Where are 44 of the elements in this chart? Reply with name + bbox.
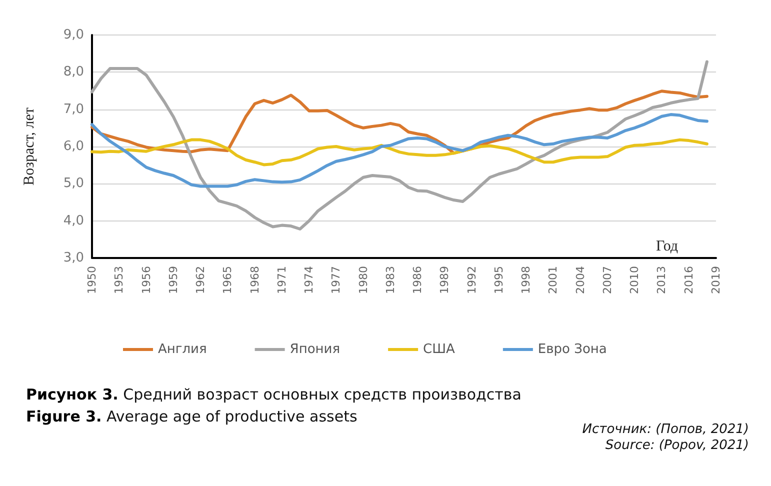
y-tick-label: 9,0 xyxy=(63,28,84,42)
caption: Figure 3. Average age of productive assets xyxy=(26,408,358,426)
text: Рисунок 3. Средний возраст основных средств производства xyxy=(26,386,522,404)
x-tick-label: 2016 xyxy=(682,266,696,294)
y-tick-label: 7,0 xyxy=(63,102,84,117)
x-tick-label: 2010 xyxy=(628,266,642,294)
x-tick-label: 1965 xyxy=(221,266,234,294)
x-tick-label: 1977 xyxy=(330,266,343,294)
y-tick-label: 3,0 xyxy=(63,250,84,266)
x-tick-label: 1983 xyxy=(384,266,397,294)
legend-label: Англия xyxy=(158,342,207,357)
source-note: Source: (Popov, 2021) xyxy=(605,438,750,453)
x-tick-label: 1998 xyxy=(520,266,533,294)
x-tick-label: 1953 xyxy=(112,266,126,294)
x-tick-label: 1989 xyxy=(438,266,452,294)
line-series xyxy=(90,138,708,166)
x-tick-label: 1962 xyxy=(194,266,208,294)
x-tick-label: 1959 xyxy=(166,266,180,294)
y-tick-label: 6,0 xyxy=(63,139,84,154)
x-tick-label: 1986 xyxy=(411,266,424,294)
x-tick-label: 1995 xyxy=(492,266,506,294)
y-tick-label: 8,0 xyxy=(63,64,84,80)
x-tick-label: 1992 xyxy=(465,266,478,294)
x-tick-label: 1980 xyxy=(356,266,370,294)
x-tick-label: 2004 xyxy=(574,266,587,294)
legend-label: Евро Зона xyxy=(538,342,607,357)
line-series xyxy=(90,60,708,231)
x-tick-label: 2001 xyxy=(546,266,560,294)
y-axis-title: Возраст, лет xyxy=(22,107,38,186)
y-tick-label: 5,0 xyxy=(63,176,84,192)
y-tick-label: 4,0 xyxy=(63,213,84,228)
x-tick-label: 1974 xyxy=(302,266,316,294)
x-tick-label: 2013 xyxy=(655,266,668,294)
x-tick-label: 1950 xyxy=(86,266,98,294)
x-tick-label: 2007 xyxy=(600,266,614,294)
x-axis-title: Год xyxy=(656,238,678,254)
legend-label: США xyxy=(423,342,456,357)
x-tick-label: 1971 xyxy=(275,266,288,294)
x-tick-label: 2019 xyxy=(710,266,722,294)
x-tick-label: 1968 xyxy=(248,266,262,294)
x-tick-label: 1956 xyxy=(140,266,153,294)
line-series xyxy=(90,113,708,188)
text: Источник: (Попов, 2021) xyxy=(582,422,750,437)
legend-label: Япония xyxy=(290,342,340,357)
